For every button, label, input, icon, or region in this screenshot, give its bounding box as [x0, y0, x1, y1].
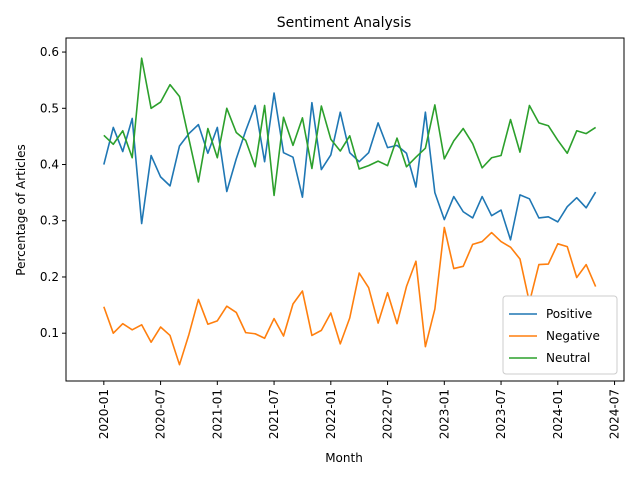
legend-label-positive: Positive [546, 307, 592, 321]
x-tick-label: 2020-07 [154, 389, 168, 439]
legend-label-neutral: Neutral [546, 351, 590, 365]
x-tick-label: 2021-07 [267, 389, 281, 439]
plot-frame [65, 37, 625, 382]
y-tick-label: 0.6 [40, 45, 59, 59]
series-lines [103, 57, 597, 366]
x-tick-label: 2023-01 [437, 389, 451, 439]
y-axis-label: Percentage of Articles [14, 144, 28, 275]
series-line-positive [103, 92, 597, 241]
legend: Positive Negative Neutral [502, 295, 618, 375]
y-tick-label: 0.3 [40, 214, 59, 228]
y-tick-label: 0.2 [40, 270, 59, 284]
x-tick-label: 2022-07 [381, 389, 395, 439]
y-tick-label: 0.5 [40, 101, 59, 115]
legend-box [502, 295, 618, 375]
x-tick-label: 2021-01 [210, 389, 224, 439]
series-line-neutral [103, 57, 597, 197]
y-axis: 0.1 0.2 0.3 0.4 0.5 0.6 [40, 45, 66, 340]
y-tick-label: 0.4 [40, 158, 59, 172]
x-tick-label: 2024-07 [608, 389, 622, 439]
x-tick-label: 2023-07 [494, 389, 508, 439]
x-tick-label: 2022-01 [324, 389, 338, 439]
series-line-negative [103, 226, 597, 366]
legend-label-negative: Negative [546, 329, 600, 343]
chart-title: Sentiment Analysis [277, 15, 412, 31]
x-axis: 2020-01 2020-07 2021-01 2021-07 2022-01 2022-… [97, 381, 622, 439]
x-tick-label: 2024-01 [551, 389, 565, 439]
x-tick-label: 2020-01 [97, 389, 111, 439]
x-axis-label: Month [325, 451, 363, 465]
y-tick-label: 0.1 [40, 326, 59, 340]
